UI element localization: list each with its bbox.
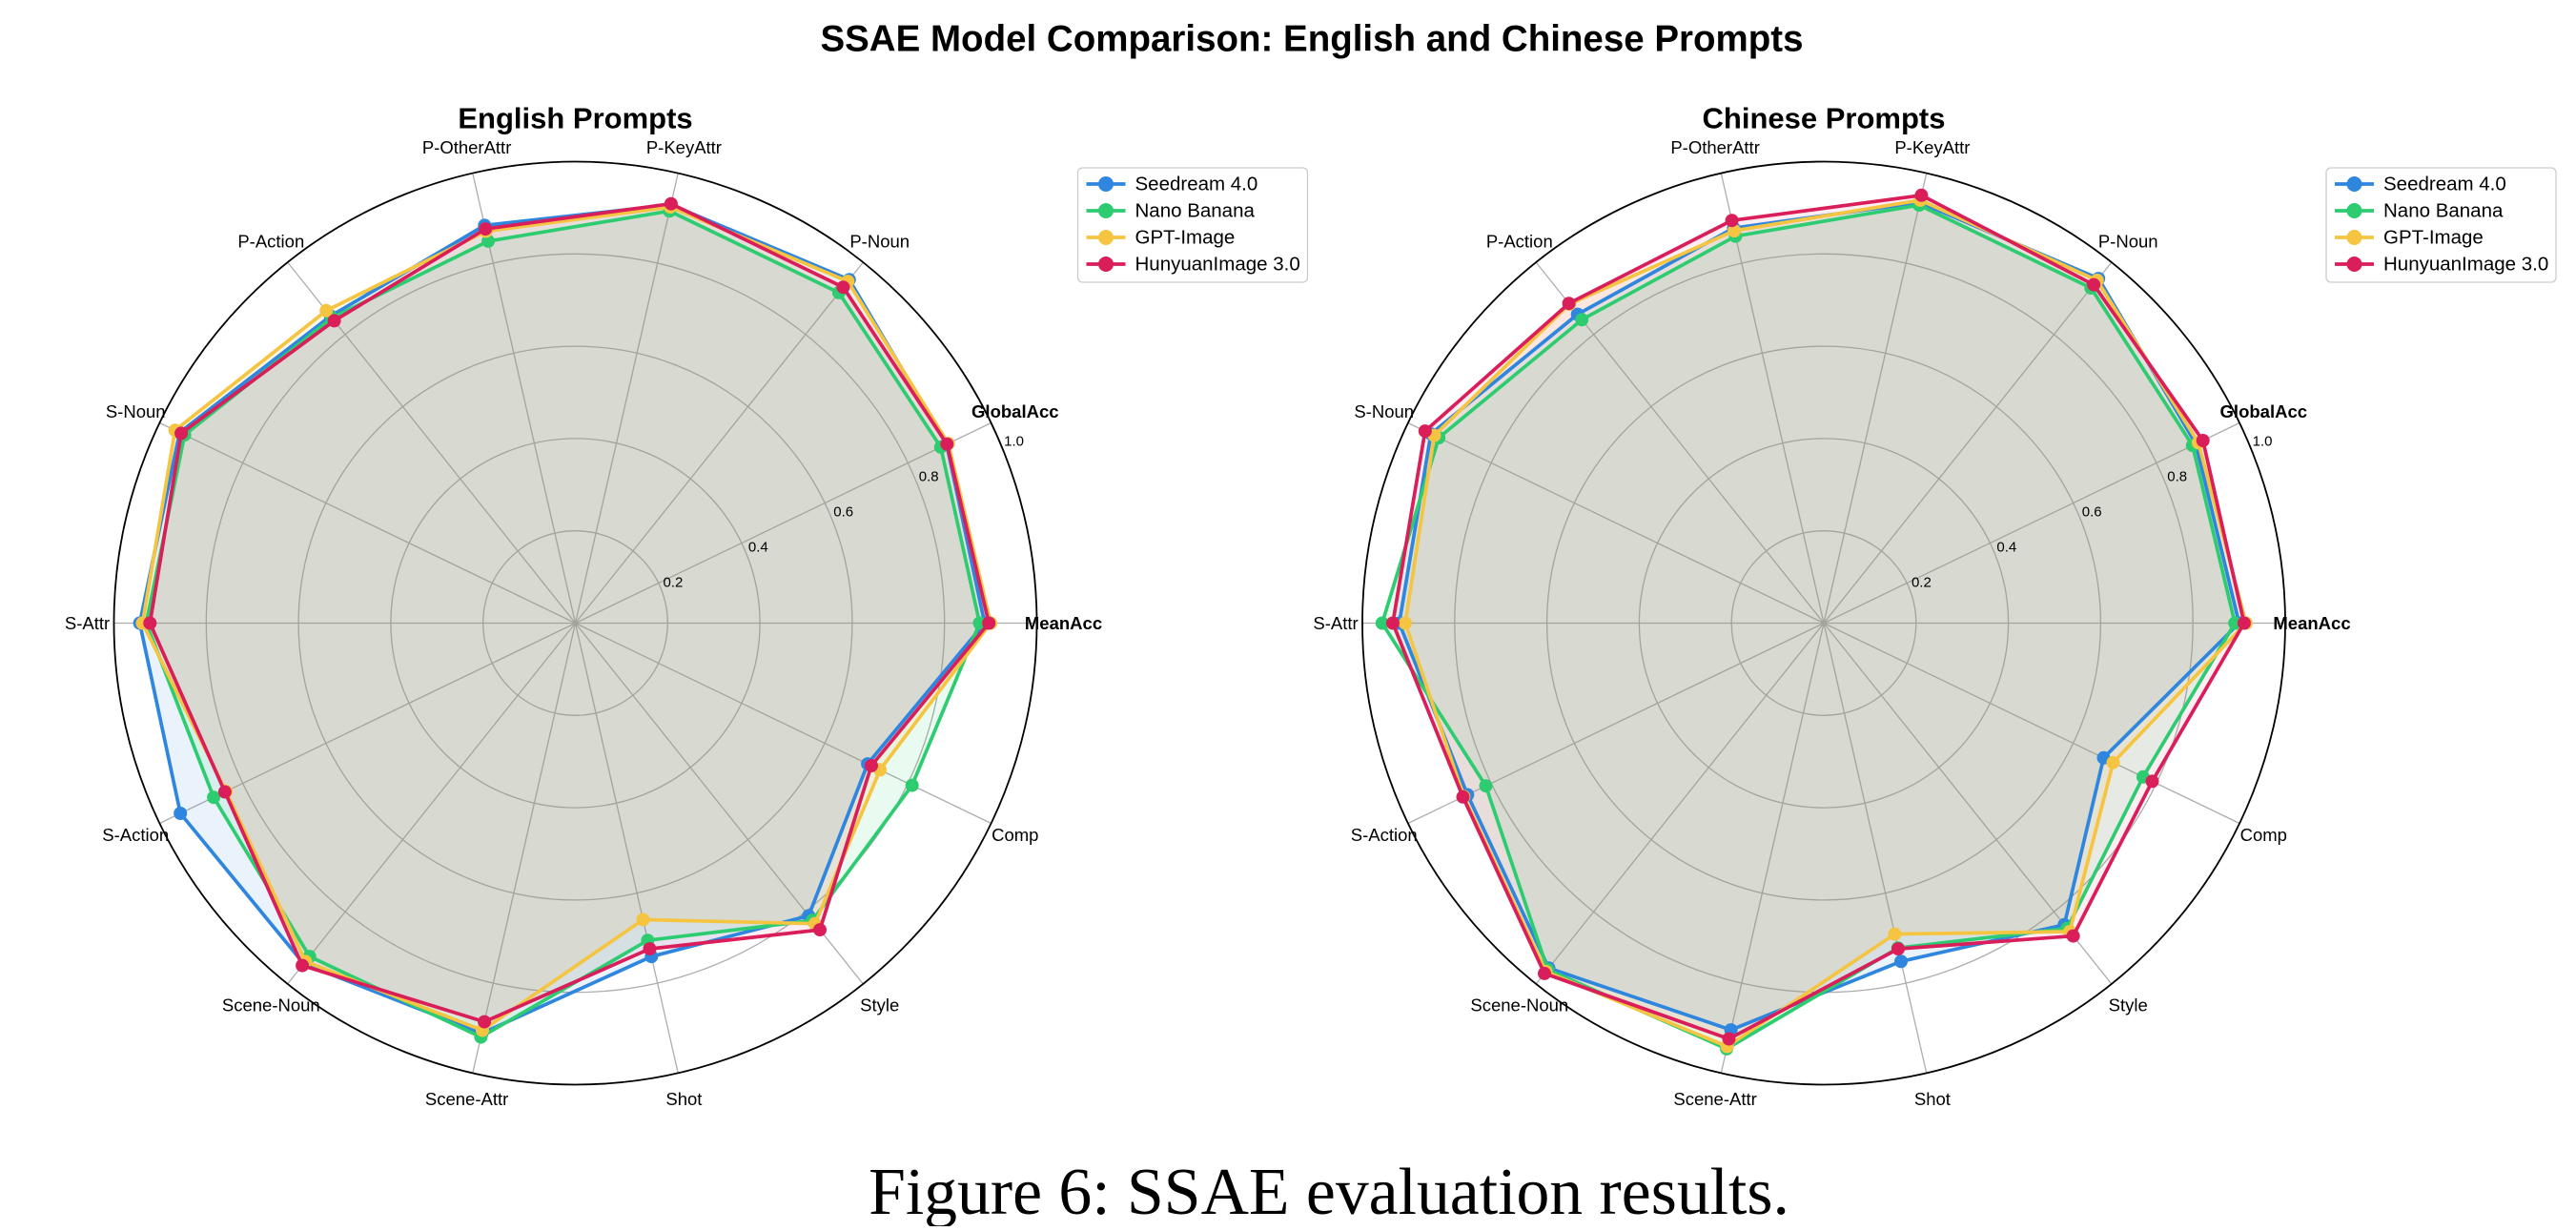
svg-text:MeanAcc: MeanAcc [2273,613,2350,633]
svg-text:P-KeyAttr: P-KeyAttr [1894,137,1970,157]
svg-text:MeanAcc: MeanAcc [1025,613,1102,633]
svg-text:HunyuanImage 3.0: HunyuanImage 3.0 [1135,254,1300,276]
svg-text:Figure 6: SSAE evaluation resu: Figure 6: SSAE evaluation results. [869,1156,1789,1226]
svg-text:0.6: 0.6 [2082,504,2102,521]
svg-text:Scene-Attr: Scene-Attr [1673,1089,1756,1109]
svg-text:Style: Style [860,995,899,1015]
svg-text:HunyuanImage 3.0: HunyuanImage 3.0 [2383,254,2548,276]
svg-text:0.2: 0.2 [1912,575,1932,591]
svg-text:Scene-Attr: Scene-Attr [425,1089,508,1109]
svg-text:0.6: 0.6 [833,504,853,521]
svg-text:S-Action: S-Action [1351,825,1418,845]
svg-text:0.8: 0.8 [2167,469,2187,485]
svg-text:GlobalAcc: GlobalAcc [2220,401,2308,421]
svg-text:GlobalAcc: GlobalAcc [971,401,1059,421]
svg-text:Chinese Prompts: Chinese Prompts [1703,102,1946,135]
svg-text:S-Attr: S-Attr [1313,613,1358,633]
svg-text:1.0: 1.0 [2253,433,2273,449]
svg-text:P-Action: P-Action [1486,232,1553,252]
svg-text:English Prompts: English Prompts [458,102,692,135]
svg-text:GPT-Image: GPT-Image [2383,227,2484,249]
svg-text:Nano Banana: Nano Banana [2383,200,2504,222]
svg-text:S-Action: S-Action [102,825,169,845]
svg-text:S-Noun: S-Noun [106,401,166,421]
svg-text:S-Attr: S-Attr [65,613,110,633]
svg-text:Shot: Shot [1914,1089,1951,1109]
svg-text:Comp: Comp [2240,825,2287,845]
svg-text:P-OtherAttr: P-OtherAttr [422,137,512,157]
svg-text:P-KeyAttr: P-KeyAttr [646,137,722,157]
svg-text:Nano Banana: Nano Banana [1135,200,1256,222]
svg-text:P-Noun: P-Noun [849,232,910,252]
svg-text:P-Noun: P-Noun [2098,232,2158,252]
svg-text:0.4: 0.4 [1996,540,2016,556]
svg-text:S-Noun: S-Noun [1354,401,1414,421]
svg-text:0.4: 0.4 [748,540,768,556]
svg-text:Shot: Shot [665,1089,702,1109]
svg-text:Comp: Comp [992,825,1038,845]
svg-text:Seedream 4.0: Seedream 4.0 [1135,174,1258,195]
svg-text:0.8: 0.8 [919,469,939,485]
svg-text:P-Action: P-Action [237,232,304,252]
svg-text:GPT-Image: GPT-Image [1135,227,1236,249]
svg-text:Seedream 4.0: Seedream 4.0 [2383,174,2506,195]
svg-text:SSAE Model Comparison: English: SSAE Model Comparison: English and Chine… [820,19,1803,60]
svg-text:1.0: 1.0 [1004,433,1024,449]
svg-text:Scene-Noun: Scene-Noun [1470,995,1568,1015]
svg-text:P-OtherAttr: P-OtherAttr [1670,137,1760,157]
svg-text:Style: Style [2109,995,2148,1015]
svg-text:Scene-Noun: Scene-Noun [222,995,320,1015]
svg-text:0.2: 0.2 [663,575,683,591]
